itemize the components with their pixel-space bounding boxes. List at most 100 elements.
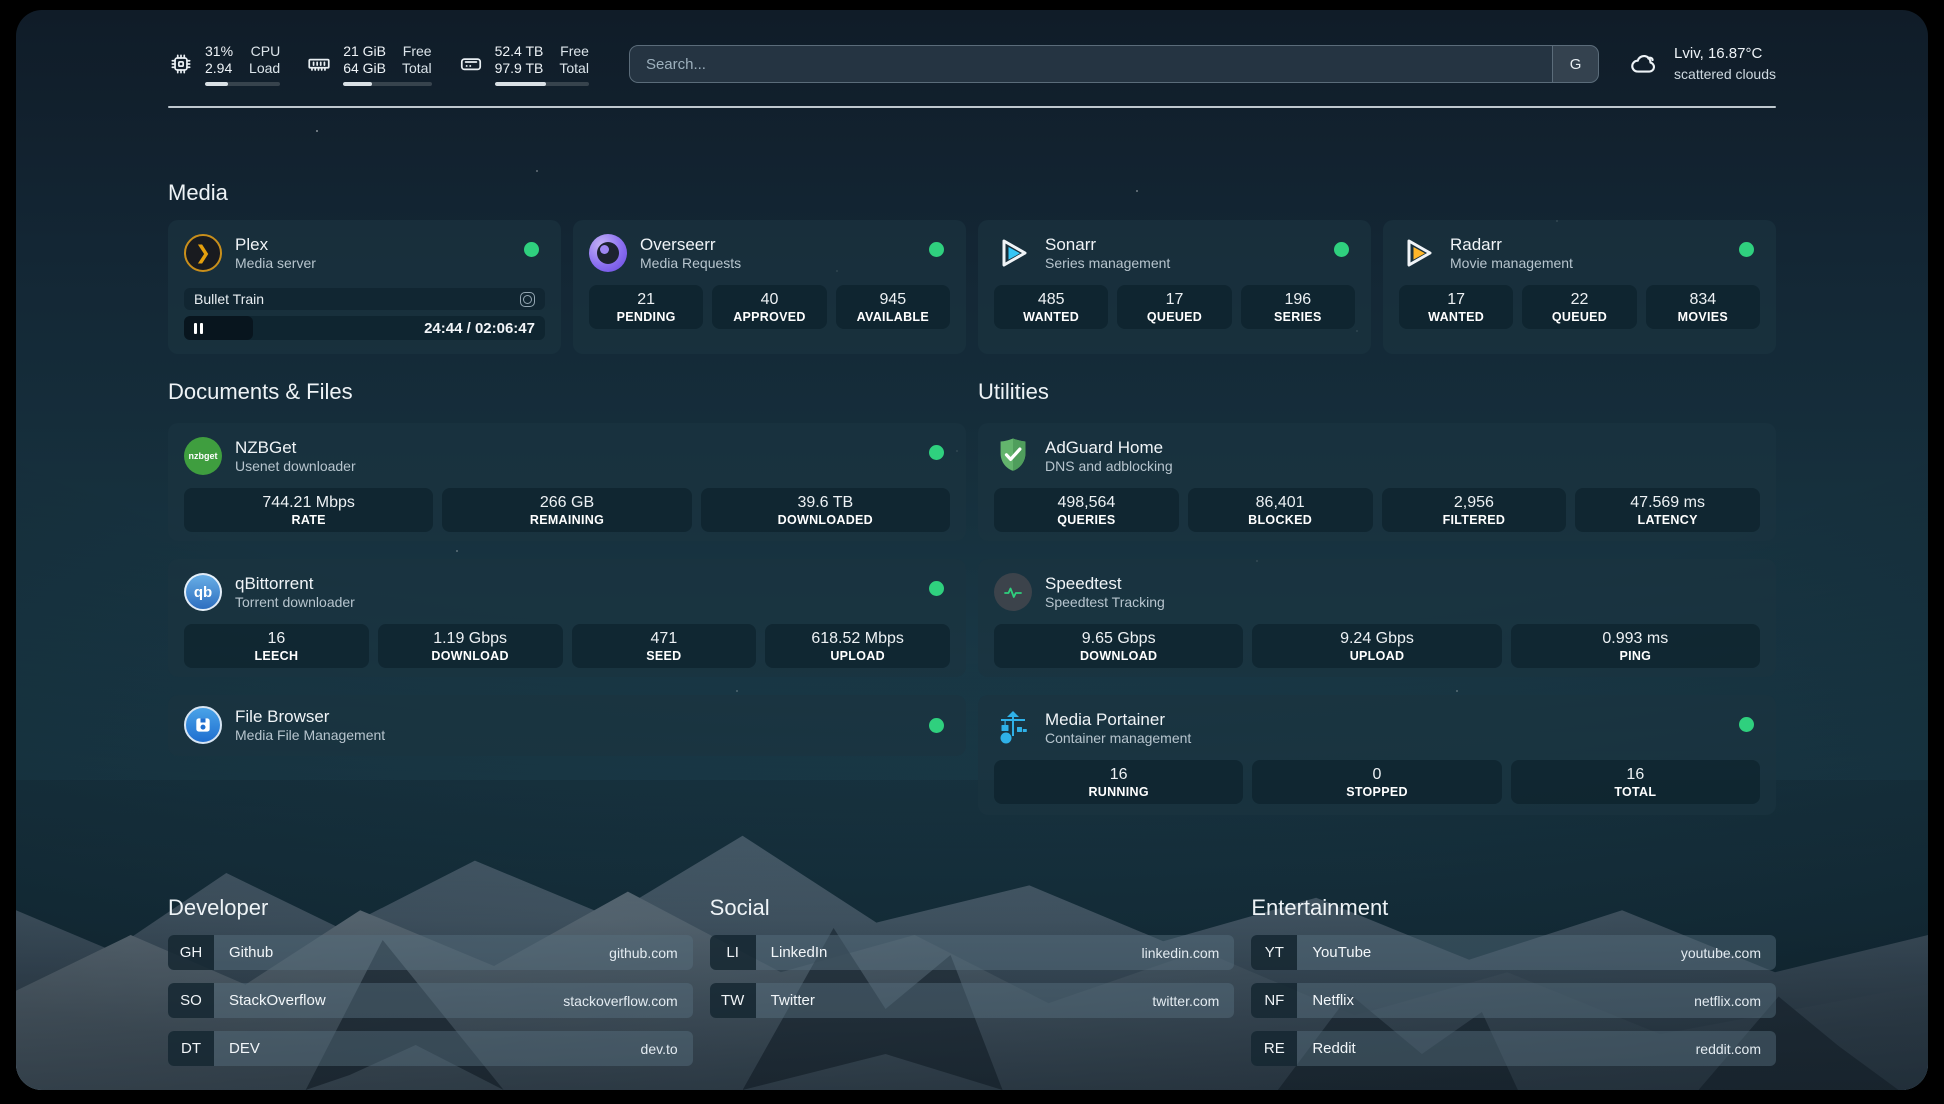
radarr-status-dot [1739,242,1754,257]
radarr-subtitle: Movie management [1450,255,1573,272]
bookmarks: Developer GH Github github.com SO StackO… [168,895,1776,1079]
radarr-title: Radarr [1450,234,1573,255]
netflix-badge: NF [1251,983,1297,1018]
utilities-column: Utilities AdGuard Home [978,354,1776,833]
portainer-status-dot [1739,717,1754,732]
sonarr-subtitle: Series management [1045,255,1170,272]
cpu-icon [168,51,194,77]
dashboard: 31% 2.94 CPU Load [16,10,1928,1090]
now-playing-title: Bullet Train [194,291,520,307]
search-engine-button[interactable]: G [1552,46,1598,82]
qbittorrent-status-dot [929,581,944,596]
portainer-subtitle: Container management [1045,730,1191,747]
card-nzbget[interactable]: nzbget NZBGet Usenet downloader 744.21 M… [168,423,966,541]
sonarr-status-dot [1334,242,1349,257]
sonarr-icon [994,234,1032,272]
topbar-divider [168,106,1776,108]
pause-icon[interactable] [194,323,203,334]
nzbget-stat-rate: 744.21 Mbps RATE [184,488,433,532]
card-speedtest[interactable]: Speedtest Speedtest Tracking 9.65 Gbps D… [978,559,1776,677]
weather-condition: scattered clouds [1674,64,1776,84]
speedtest-stat-download: 9.65 Gbps DOWNLOAD [994,624,1243,668]
disk-total-value: 97.9 TB [495,60,544,77]
qbittorrent-stat-seed: 471 SEED [572,624,757,668]
speedtest-subtitle: Speedtest Tracking [1045,594,1165,611]
stackoverflow-badge: SO [168,983,214,1018]
weather-widget: Lviv, 16.87°C scattered clouds [1627,44,1776,84]
adguard-stat-latency: 47.569 ms LATENCY [1575,488,1760,532]
sonarr-title: Sonarr [1045,234,1170,255]
card-filebrowser[interactable]: File Browser Media File Management [168,695,966,756]
filebrowser-icon [184,706,222,744]
plex-status-dot [524,242,539,257]
bookmark-github[interactable]: GH Github github.com [168,935,693,970]
ram-stat: 21 GiB 64 GiB Free Total [306,43,431,86]
adguard-stat-queries: 498,564 QUERIES [994,488,1179,532]
ram-total-value: 64 GiB [343,60,386,77]
card-plex[interactable]: ❯ Plex Media server Bullet Train 24:44 /… [168,220,561,354]
portainer-title: Media Portainer [1045,709,1191,730]
plex-title: Plex [235,234,316,255]
filebrowser-subtitle: Media File Management [235,727,385,744]
disk-free-label: Free [559,43,589,60]
bookmark-twitter[interactable]: TW Twitter twitter.com [710,983,1235,1018]
section-title-developer: Developer [168,895,693,921]
bookmark-group-social: Social LI LinkedIn linkedin.com TW Twitt… [710,895,1235,1079]
plex-player-time: 24:44 / 02:06:47 [424,320,535,337]
adguard-stat-blocked: 86,401 BLOCKED [1188,488,1373,532]
card-adguard[interactable]: AdGuard Home DNS and adblocking 498,564 … [978,423,1776,541]
card-radarr[interactable]: Radarr Movie management 17 WANTED 22 QUE… [1383,220,1776,354]
qbittorrent-subtitle: Torrent downloader [235,594,355,611]
nzbget-icon: nzbget [184,437,222,475]
nzbget-status-dot [929,445,944,460]
adguard-stat-filtered: 2,956 FILTERED [1382,488,1567,532]
session-thumbnail-icon[interactable] [520,292,535,307]
plex-subtitle: Media server [235,255,316,272]
plex-icon: ❯ [184,234,222,272]
portainer-stat-total: 16 TOTAL [1511,760,1760,804]
qbittorrent-stat-download: 1.19 Gbps DOWNLOAD [378,624,563,668]
qbittorrent-icon: qb [184,573,222,611]
section-title-media: Media [168,180,1776,206]
radarr-icon [1399,234,1437,272]
nzbget-title: NZBGet [235,437,356,458]
card-overseerr[interactable]: Overseerr Media Requests 21 PENDING 40 A… [573,220,966,354]
bookmark-group-entertainment: Entertainment YT YouTube youtube.com NF … [1251,895,1776,1079]
card-qbittorrent[interactable]: qb qBittorrent Torrent downloader 16 LEE… [168,559,966,677]
disk-progressbar [495,82,589,86]
disk-icon [458,51,484,77]
bookmark-stackoverflow[interactable]: SO StackOverflow stackoverflow.com [168,983,693,1018]
bookmark-dev[interactable]: DT DEV dev.to [168,1031,693,1066]
adguard-title: AdGuard Home [1045,437,1173,458]
nzbget-subtitle: Usenet downloader [235,458,356,475]
portainer-stat-stopped: 0 STOPPED [1252,760,1501,804]
radarr-stat-queued: 22 QUEUED [1522,285,1636,329]
ram-icon [306,51,332,77]
plex-now-playing: Bullet Train [184,288,545,310]
ram-free-value: 21 GiB [343,43,386,60]
bookmark-youtube[interactable]: YT YouTube youtube.com [1251,935,1776,970]
qbittorrent-stat-leech: 16 LEECH [184,624,369,668]
cpu-percent: 31% [205,43,233,60]
adguard-icon [994,437,1032,475]
radarr-stat-movies: 834 MOVIES [1646,285,1760,329]
search-input[interactable] [630,46,1552,82]
qbittorrent-title: qBittorrent [235,573,355,594]
cloud-icon [1627,49,1661,79]
section-title-social: Social [710,895,1235,921]
cpu-label: CPU [249,43,280,60]
card-portainer[interactable]: Media Portainer Container management 16 … [978,695,1776,815]
cpu-load-value: 2.94 [205,60,233,77]
ram-total-label: Total [402,60,432,77]
bookmark-group-developer: Developer GH Github github.com SO StackO… [168,895,693,1079]
bookmark-netflix[interactable]: NF Netflix netflix.com [1251,983,1776,1018]
bookmark-linkedin[interactable]: LI LinkedIn linkedin.com [710,935,1235,970]
nzbget-stat-remaining: 266 GB REMAINING [442,488,691,532]
cpu-progressbar [205,82,280,86]
bookmark-reddit[interactable]: RE Reddit reddit.com [1251,1031,1776,1066]
section-title-entertainment: Entertainment [1251,895,1776,921]
media-grid: ❯ Plex Media server Bullet Train 24:44 /… [168,220,1776,354]
overseerr-subtitle: Media Requests [640,255,741,272]
twitter-badge: TW [710,983,756,1018]
card-sonarr[interactable]: Sonarr Series management 485 WANTED 17 Q… [978,220,1371,354]
